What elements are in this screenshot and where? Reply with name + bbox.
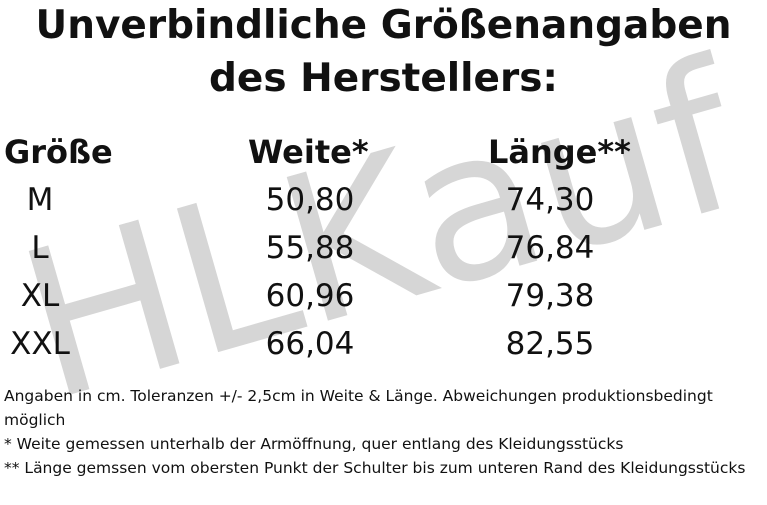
- note: ** Länge gemssen vom obersten Punkt der …: [4, 459, 746, 477]
- table-cell: 60,96: [265, 278, 355, 314]
- column-header: Länge**: [488, 133, 631, 171]
- table-cell: XXL: [10, 326, 70, 362]
- table-cell: 79,38: [505, 278, 595, 314]
- notes: Angaben in cm. Toleranzen +/- 2,5cm in W…: [4, 384, 766, 480]
- table-cell: 76,84: [505, 230, 595, 266]
- table-cell: 55,88: [265, 230, 355, 266]
- note: Angaben in cm. Toleranzen +/- 2,5cm in W…: [4, 387, 713, 429]
- table-cell: L: [31, 230, 49, 266]
- table-cell: M: [26, 182, 54, 218]
- note: * Weite gemessen unterhalb der Armöffnun…: [4, 435, 624, 453]
- table-cell: 66,04: [265, 326, 355, 362]
- table-cell: 50,80: [265, 182, 355, 218]
- title-line: des Herstellers:: [208, 56, 559, 101]
- table-cell: 82,55: [505, 326, 595, 362]
- title-line: Unverbindliche Größenangaben: [35, 3, 732, 48]
- column-header: Weite*: [248, 133, 369, 171]
- column-header: Größe: [4, 133, 113, 171]
- table-cell: XL: [20, 278, 60, 314]
- table-cell: 74,30: [505, 182, 595, 218]
